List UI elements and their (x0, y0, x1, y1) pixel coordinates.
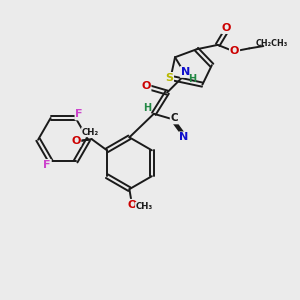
Text: F: F (75, 110, 83, 119)
Text: S: S (165, 73, 173, 83)
Text: CH₂CH₃: CH₂CH₃ (255, 40, 287, 49)
Text: O: O (141, 81, 151, 91)
Text: O: O (230, 46, 239, 56)
Text: CH₂: CH₂ (82, 128, 99, 137)
Text: O: O (128, 200, 137, 210)
Text: O: O (71, 136, 80, 146)
Text: F: F (43, 160, 51, 170)
Text: CH₃: CH₃ (136, 202, 153, 211)
Text: H: H (188, 74, 196, 84)
Text: O: O (222, 23, 231, 33)
Text: N: N (181, 67, 190, 77)
Text: N: N (179, 132, 188, 142)
Text: C: C (171, 113, 178, 124)
Text: H: H (143, 103, 152, 113)
